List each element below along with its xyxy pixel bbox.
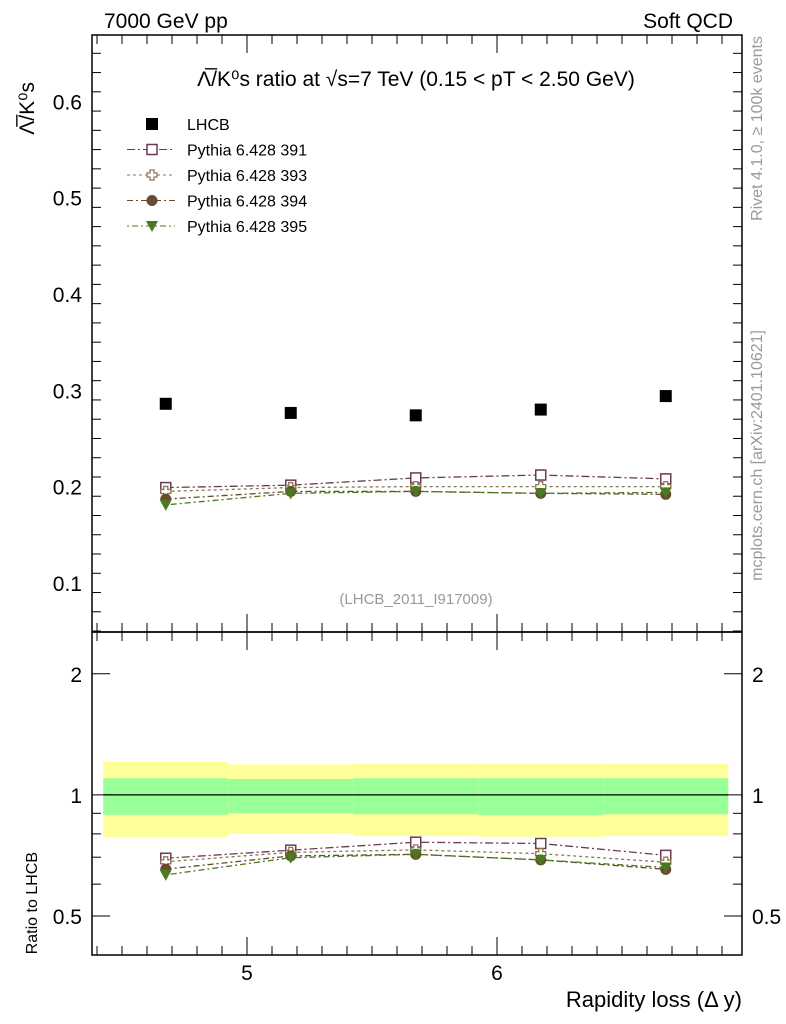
legend-marker [146,118,158,130]
y-tick-label: 0.5 [53,188,82,211]
y-axis-label: Λ̅/K⁰s [16,82,39,135]
data-point [535,469,547,481]
analysis-watermark: (LHCB_2011_I917009) [339,591,492,608]
data-point [159,499,172,511]
y-tick-label: 0.6 [53,91,82,114]
data-point [284,488,297,500]
series-line-3 [165,490,666,500]
uncertainty-band-stat [353,778,479,815]
ratio-y-tick-label-right: 2 [752,664,764,687]
data-point [659,390,672,403]
y-tick-label: 0.3 [53,380,82,403]
data-point [159,397,172,410]
data-point [284,406,297,419]
y-tick-label: 0.1 [53,573,82,596]
legend-label: Pythia 6.428 391 [187,143,307,160]
plot-title: Λ̅/K⁰s ratio at √s=7 TeV (0.15 < pT < 2.… [197,68,635,91]
data-point [659,487,672,499]
mcplots-label: mcplots.cern.ch [arXiv:2401.10621] [749,330,766,581]
series-line-2 [165,485,666,493]
legend-label: LHCB [187,117,230,134]
ratio-line-1 [165,841,666,859]
ratio-point [534,854,547,866]
data-point [534,403,547,416]
x-axis-label: Rapidity loss (Δ y) [566,987,742,1012]
ratio-y-tick-label: 0.5 [53,906,82,929]
uncertainty-band-stat [603,778,729,815]
data-point [409,409,422,422]
uncertainty-band-stat [478,778,604,816]
header-right: Soft QCD [643,10,733,33]
legend-marker [146,143,158,156]
y-tick-label: 0.2 [53,477,82,500]
legend-marker [146,195,158,206]
legend-marker [146,221,158,232]
ratio-point [535,837,547,850]
x-tick-label: 6 [491,962,503,985]
ratio-point [409,849,422,861]
ratio-y-tick-label: 1 [70,785,82,808]
legend-label: Pythia 6.428 395 [187,219,307,236]
uncertainty-band-stat [103,778,229,815]
data-point [409,486,422,498]
header-left: 7000 GeV pp [104,10,228,33]
rivet-label: Rivet 4.1.0, ≥ 100k events [749,36,766,221]
ratio-frame [91,631,743,956]
ratio-line-4 [165,853,666,876]
legend-marker [146,169,158,181]
series-line-1 [165,474,666,489]
x-tick-label: 5 [241,962,253,985]
ratio-point [659,862,672,874]
ratio-y-label: Ratio to LHCB [24,852,41,954]
legend-label: Pythia 6.428 394 [187,194,307,211]
ratio-y-tick-label-right: 1 [752,785,764,808]
uncertainty-band-stat [228,779,354,814]
ratio-y-tick-label: 2 [70,664,82,687]
legend-label: Pythia 6.428 393 [187,168,307,185]
y-tick-label: 0.4 [53,284,83,307]
ratio-point [284,852,297,864]
ratio-point [159,869,172,881]
ratio-y-tick-label-right: 0.5 [752,906,781,929]
data-point [534,488,547,500]
